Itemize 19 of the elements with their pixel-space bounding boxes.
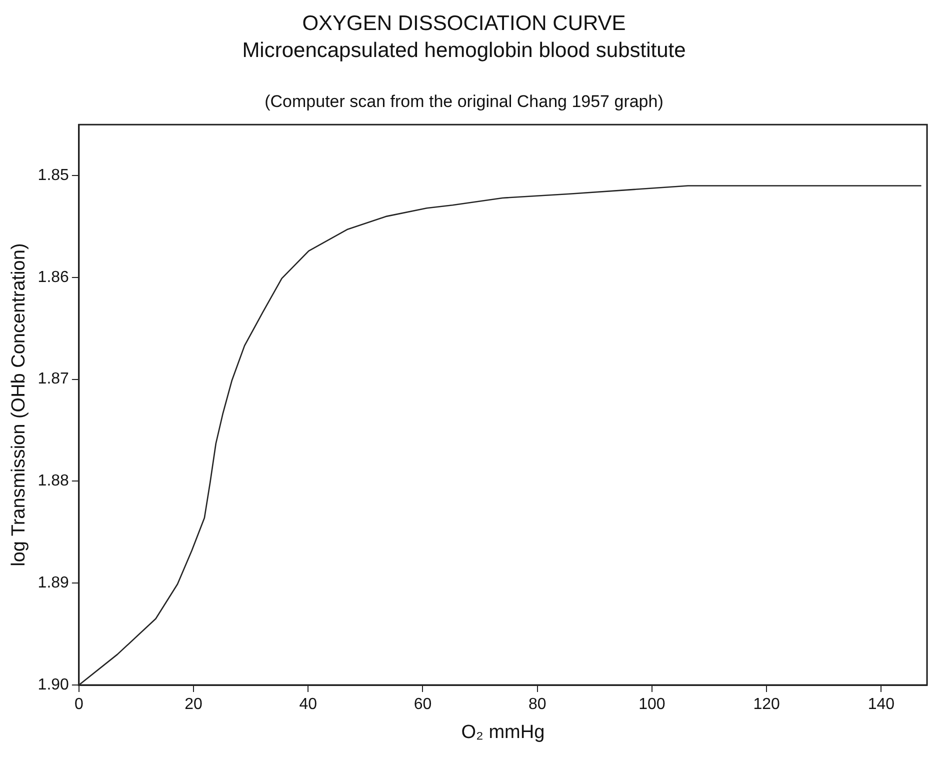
x-tick-label: 80	[528, 696, 546, 714]
y-tick-label: 1.85	[38, 166, 70, 184]
x-tick-label: 100	[638, 696, 666, 714]
x-tick-label: 0	[74, 696, 84, 714]
y-tick-label: 1.87	[38, 370, 70, 388]
chart-title: OXYGEN DISSOCIATION CURVE	[301, 11, 627, 37]
y-tick-label: 1.86	[38, 268, 70, 286]
y-tick-label: 1.89	[38, 574, 70, 592]
x-tick-label: 40	[299, 696, 318, 714]
x-tick-label: 120	[753, 696, 780, 714]
x-tick-label: 60	[414, 696, 432, 714]
text: (Computer scan from the original Chang 1957 graph)	[264, 92, 664, 112]
y-tick-label: 1.90	[38, 676, 70, 694]
y-axis-title: log Transmission (OHb Concentration)	[8, 243, 30, 566]
y-tick-label: 1.88	[38, 472, 70, 490]
x-tick-label: 20	[184, 696, 203, 714]
x-axis-title: O₂ mmHg	[461, 722, 545, 743]
chart-subtitle: Microencapsulated hemoglobin blood substitute	[241, 38, 687, 64]
x-tick-label: 140	[868, 696, 895, 714]
